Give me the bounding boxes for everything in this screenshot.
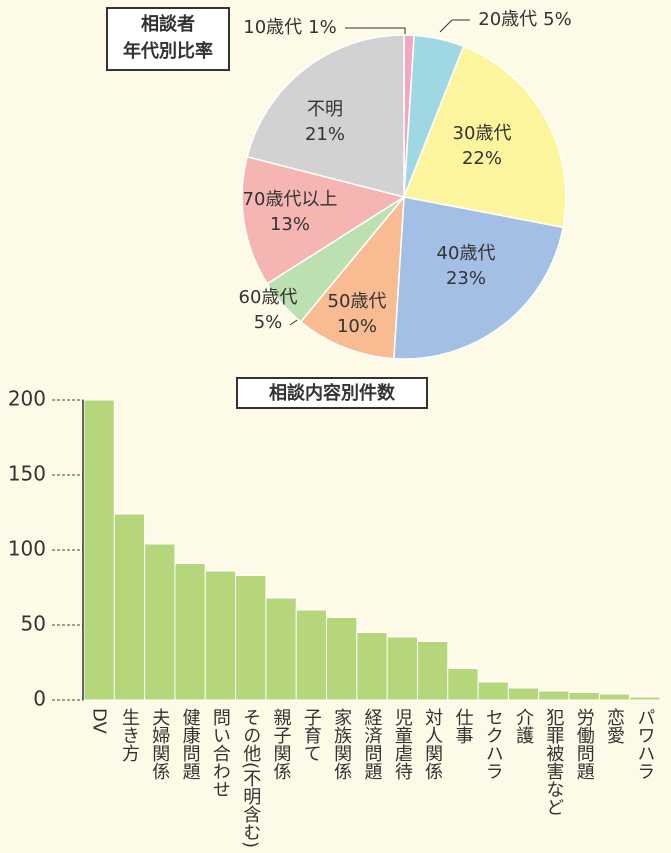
- x-tick-label: 恋愛: [604, 707, 625, 744]
- bar: [629, 696, 661, 701]
- x-tick-label: 親子関係: [271, 708, 292, 780]
- y-tick-label: 50: [21, 612, 46, 636]
- slice-name: 10歳代: [243, 17, 302, 38]
- slice-value: 1%: [308, 17, 337, 38]
- bar: [204, 570, 237, 701]
- pie-slice: [299, 194, 405, 360]
- x-tick-label: その他(不明含む): [240, 708, 261, 848]
- bar: [265, 597, 297, 701]
- bar: [568, 692, 600, 701]
- bar-title-box: [236, 377, 428, 409]
- pie-title-box: [106, 7, 230, 71]
- y-tick-label: 0: [33, 687, 46, 711]
- bar: [477, 681, 509, 701]
- bar: [174, 563, 206, 701]
- x-tick-label: 犯罪被害など: [543, 708, 564, 816]
- slice-name: 20歳代: [478, 9, 537, 30]
- x-tick-label: 子育て: [301, 708, 322, 762]
- slice-value: 23%: [446, 268, 486, 289]
- bar: [356, 632, 388, 701]
- x-tick-label: パワハラ: [634, 708, 655, 780]
- bar: [447, 668, 479, 701]
- x-tick-label: 健康問題: [180, 708, 201, 780]
- x-tick-label: 対人関係: [422, 708, 443, 780]
- y-tick-label: 200: [8, 387, 46, 411]
- slice-value: 22%: [462, 148, 502, 169]
- x-tick-label: 介護: [513, 708, 534, 744]
- slice-name: 30歳代: [453, 123, 512, 144]
- y-tick-label: 100: [8, 537, 46, 561]
- pie-title: 相談者: [141, 13, 195, 35]
- pie-slice: [246, 34, 405, 198]
- y-tick-label: 150: [8, 462, 46, 486]
- bar: [83, 399, 115, 701]
- x-tick-label: 問い合わせ: [210, 708, 231, 798]
- pie-slice: [393, 196, 565, 360]
- x-tick-label: 労働問題: [574, 708, 595, 780]
- bar: [113, 513, 146, 701]
- pie-title: 年代別比率: [123, 40, 213, 62]
- slice-name: 60歳代: [239, 287, 298, 308]
- slice-name: 不明: [307, 99, 343, 120]
- slice-value: 13%: [270, 214, 310, 235]
- bar: [235, 575, 267, 701]
- slice-name: 40歳代: [437, 243, 496, 264]
- slice-value: 5%: [543, 9, 572, 30]
- bar: [386, 636, 418, 701]
- x-tick-label: 経済問題: [362, 708, 383, 780]
- slice-value: 5%: [254, 312, 283, 333]
- bar: [507, 687, 540, 701]
- x-tick-label: 家族関係: [331, 708, 352, 780]
- slice-label: 20歳代 5%: [478, 9, 571, 30]
- slice-value: 21%: [305, 124, 345, 145]
- bar: [295, 609, 328, 701]
- bar: [598, 693, 631, 701]
- slice-name: 70歳代以上: [243, 189, 338, 210]
- x-tick-label: 夫婦関係: [149, 708, 170, 780]
- x-tick-label: 児童虐待: [392, 708, 413, 781]
- slice-value: 10%: [337, 316, 377, 337]
- bar-title: 相談内容別件数: [269, 382, 396, 404]
- slice-name: 50歳代: [328, 291, 387, 312]
- x-tick-label: 仕事: [452, 708, 473, 744]
- x-tick-label: 生き方: [119, 708, 140, 762]
- bar: [538, 690, 570, 701]
- bar: [144, 543, 176, 701]
- pie-slice: [402, 45, 567, 229]
- x-tick-label: セクハラ: [483, 708, 504, 780]
- leader-line: [439, 19, 470, 33]
- pie-slice: [241, 155, 406, 285]
- slice-label: 10歳代 1%: [243, 17, 336, 38]
- bar: [326, 617, 358, 701]
- x-tick-label: DV: [89, 708, 110, 735]
- bar: [416, 641, 449, 701]
